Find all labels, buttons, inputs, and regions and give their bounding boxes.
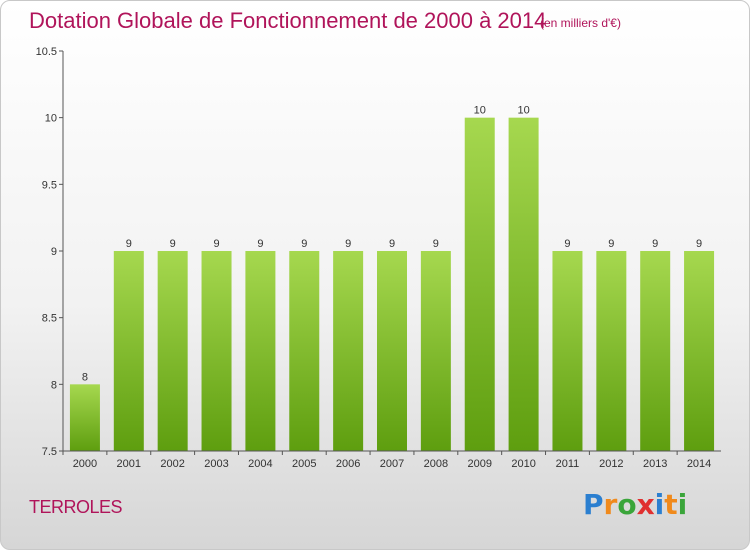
- axes-group: 2000 2001 2002 2003 2004 2005 2006 2007 2008 2009…: [36, 46, 721, 470]
- bar-2012: [596, 251, 627, 451]
- proxiti-logo[interactable]: Proxiti: [583, 488, 687, 521]
- data-label-2001: 9: [126, 238, 132, 250]
- x-tick-label-2007: 2007: [380, 458, 404, 470]
- data-label-2006: 9: [345, 238, 351, 250]
- data-label-2011: 9: [564, 238, 570, 250]
- x-tick-label-2012: 2012: [599, 458, 623, 470]
- data-label-2008: 9: [433, 238, 439, 250]
- x-tick-label-2005: 2005: [292, 458, 316, 470]
- data-label-2012: 9: [608, 238, 614, 250]
- data-label-2009: 10: [474, 105, 486, 117]
- y-tick-label: 9.5: [42, 179, 57, 191]
- logo-letter: x: [636, 488, 655, 521]
- chart-subtitle: (en milliers d'€): [540, 16, 621, 30]
- y-tick-label: 10.5: [36, 46, 57, 58]
- logo-letter: P: [583, 488, 604, 521]
- logo-letter: i: [654, 488, 665, 521]
- bar-2003: [201, 251, 232, 451]
- bar-2002: [157, 251, 188, 451]
- y-tick-label: 10: [45, 113, 57, 125]
- y-tick-label: 8: [51, 379, 57, 391]
- bar-2008: [420, 251, 451, 451]
- bar-2009: [464, 117, 495, 452]
- bars-group: 8 9 9 9 9 9 9 9 9 10 10 9 9 9 9: [69, 105, 715, 452]
- bar-2006: [333, 251, 364, 451]
- commune-name: TERROLES: [29, 497, 123, 517]
- bar-2000: [69, 384, 100, 451]
- logo-letter: r: [603, 488, 618, 521]
- logo-letter: o: [617, 488, 637, 521]
- logo-letter: i: [677, 488, 688, 521]
- x-tick-label-2003: 2003: [204, 458, 228, 470]
- data-label-2000: 8: [82, 371, 88, 383]
- x-tick-label-2002: 2002: [160, 458, 184, 470]
- x-tick-label-2014: 2014: [687, 458, 711, 470]
- bar-2011: [552, 251, 583, 451]
- data-label-2007: 9: [389, 238, 395, 250]
- bar-2014: [684, 251, 715, 451]
- data-label-2014: 9: [696, 238, 702, 250]
- bar-2005: [289, 251, 320, 451]
- y-tick-label: 7.5: [42, 446, 57, 458]
- data-label-2005: 9: [301, 238, 307, 250]
- chart-title: Dotation Globale de Fonctionnement de 20…: [29, 8, 547, 33]
- data-label-2010: 10: [517, 105, 529, 117]
- bar-2013: [640, 251, 671, 451]
- bar-2001: [113, 251, 144, 451]
- data-label-2002: 9: [170, 238, 176, 250]
- y-tick-label: 8.5: [42, 313, 57, 325]
- x-tick-label-2009: 2009: [467, 458, 491, 470]
- bar-2004: [245, 251, 276, 451]
- x-tick-label-2004: 2004: [248, 458, 272, 470]
- bar-2007: [377, 251, 407, 451]
- x-tick-label-2008: 2008: [424, 458, 448, 470]
- x-tick-label-2006: 2006: [336, 458, 360, 470]
- logo-letter: t: [664, 488, 678, 521]
- x-tick-label-2011: 2011: [556, 458, 580, 470]
- bar-2010: [508, 117, 539, 452]
- data-label-2013: 9: [652, 238, 658, 250]
- x-tick-label-2000: 2000: [73, 458, 97, 470]
- x-tick-label-2010: 2010: [511, 458, 535, 470]
- data-label-2003: 9: [213, 238, 219, 250]
- y-tick-label: 9: [51, 246, 57, 258]
- data-label-2004: 9: [257, 238, 263, 250]
- x-tick-label-2013: 2013: [643, 458, 667, 470]
- x-tick-label-2001: 2001: [117, 458, 141, 470]
